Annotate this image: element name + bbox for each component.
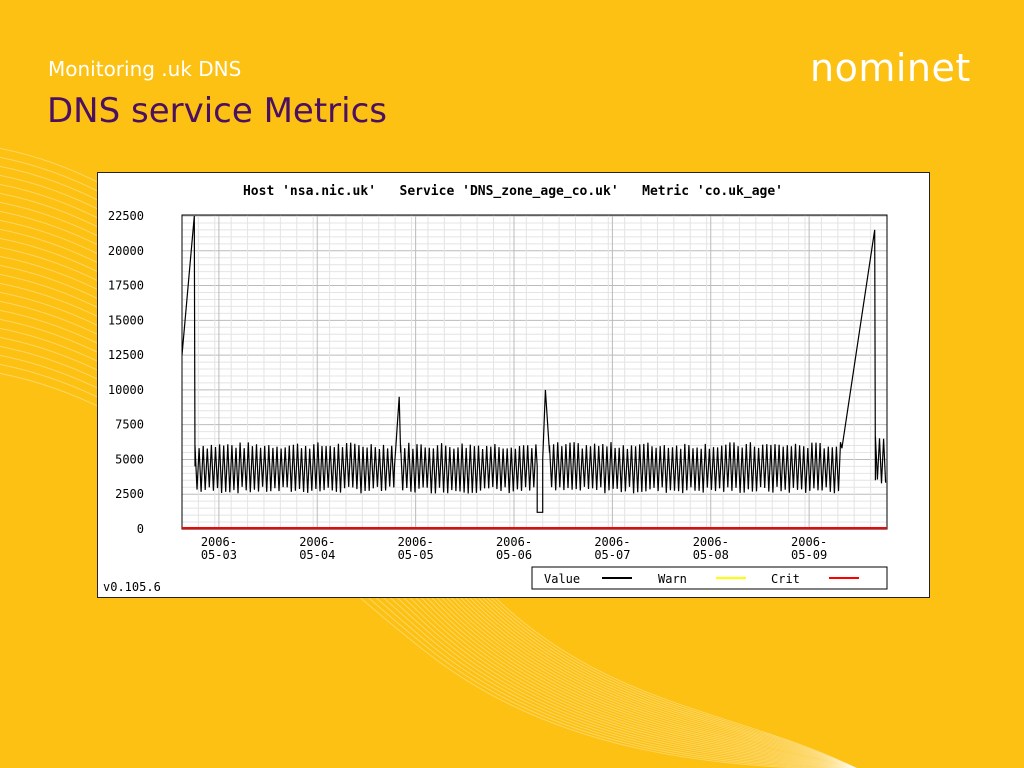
legend-label: Value (544, 572, 580, 586)
legend-box (531, 566, 888, 590)
x-tick-label: 2006- (693, 535, 729, 549)
slide-subtitle: Monitoring .uk DNS (48, 57, 242, 81)
x-tick-label: 05-08 (693, 548, 729, 562)
chart-title: Host 'nsa.nic.uk' Service 'DNS_zone_age_… (243, 184, 783, 199)
y-tick-label: 17500 (108, 279, 144, 293)
value-series-line (181, 215, 887, 513)
y-tick-label: 5000 (115, 452, 144, 466)
y-tick-label: 15000 (108, 313, 144, 327)
slide-title: DNS service Metrics (47, 91, 388, 131)
x-tick-label: 2006- (496, 535, 532, 549)
version-label: v0.105.6 (103, 580, 161, 594)
x-tick-label: 05-07 (594, 548, 630, 562)
y-tick-label: 7500 (115, 418, 144, 432)
nominet-logo: nominet (810, 46, 971, 90)
legend-label: Crit (771, 572, 800, 586)
chart-grid (181, 215, 888, 530)
y-tick-label: 0 (137, 522, 144, 536)
x-tick-label: 05-06 (496, 548, 532, 562)
legend-label: Warn (658, 572, 687, 586)
x-tick-label: 05-03 (201, 548, 237, 562)
x-axis: 2006-05-032006-05-042006-05-052006-05-06… (201, 535, 827, 562)
y-axis: 22500 20000 17500 15000 12500 10000 7500 5000 25… (108, 209, 144, 536)
metric-chart: Host 'nsa.nic.uk' Service 'DNS_zone_age_… (97, 172, 930, 598)
chart-svg: Host 'nsa.nic.uk' Service 'DNS_zone_age_… (103, 184, 888, 594)
x-tick-label: 2006- (594, 535, 630, 549)
y-tick-label: 20000 (108, 244, 144, 258)
x-tick-label: 2006- (791, 535, 827, 549)
x-tick-label: 05-05 (398, 548, 434, 562)
y-tick-label: 2500 (115, 487, 144, 501)
x-tick-label: 2006- (299, 535, 335, 549)
x-tick-label: 05-04 (299, 548, 335, 562)
y-tick-label: 22500 (108, 209, 144, 223)
x-tick-label: 2006- (398, 535, 434, 549)
x-tick-label: 2006- (201, 535, 237, 549)
chart-legend: Value Warn Crit (531, 566, 888, 590)
y-tick-label: 12500 (108, 348, 144, 362)
x-tick-label: 05-09 (791, 548, 827, 562)
y-tick-label: 10000 (108, 383, 144, 397)
